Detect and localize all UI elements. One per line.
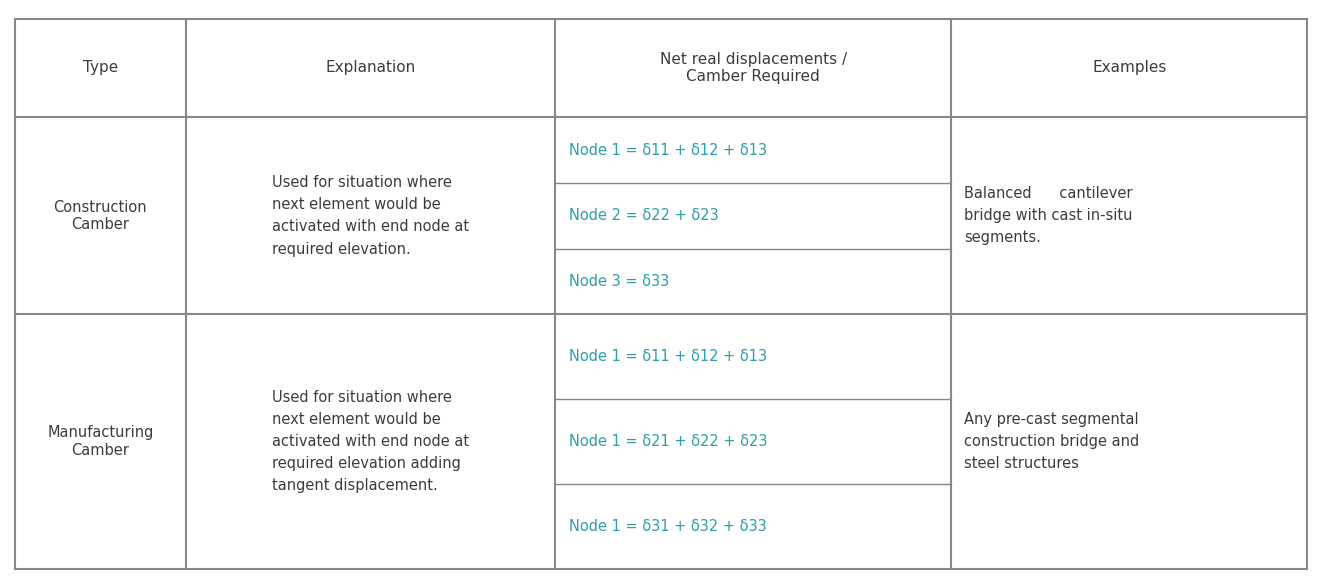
Text: Node 1 = δ11 + δ12 + δ13: Node 1 = δ11 + δ12 + δ13	[568, 349, 767, 364]
Text: Node 1 = δ21 + δ22 + δ23: Node 1 = δ21 + δ22 + δ23	[568, 434, 767, 449]
Text: Node 1 = δ11 + δ12 + δ13: Node 1 = δ11 + δ12 + δ13	[568, 143, 767, 158]
Text: Examples: Examples	[1092, 61, 1166, 76]
Text: Type: Type	[83, 61, 118, 76]
Text: Balanced      cantilever
bridge with cast in-situ
segments.: Balanced cantilever bridge with cast in-…	[965, 186, 1133, 246]
Text: Net real displacements /
Camber Required: Net real displacements / Camber Required	[660, 52, 847, 84]
Text: Explanation: Explanation	[325, 61, 416, 76]
Text: Manufacturing
Camber: Manufacturing Camber	[48, 425, 153, 458]
Text: Node 2 = δ22 + δ23: Node 2 = δ22 + δ23	[568, 208, 718, 223]
Text: Node 1 = δ31 + δ32 + δ33: Node 1 = δ31 + δ32 + δ33	[568, 519, 767, 534]
Text: Node 3 = δ33: Node 3 = δ33	[568, 274, 669, 289]
Text: Construction
Camber: Construction Camber	[53, 200, 147, 232]
Text: Used for situation where
next element would be
activated with end node at
requir: Used for situation where next element wo…	[272, 390, 469, 494]
Text: Any pre-cast segmental
construction bridge and
steel structures: Any pre-cast segmental construction brid…	[965, 412, 1140, 471]
Text: Used for situation where
next element would be
activated with end node at
requir: Used for situation where next element wo…	[272, 175, 469, 257]
